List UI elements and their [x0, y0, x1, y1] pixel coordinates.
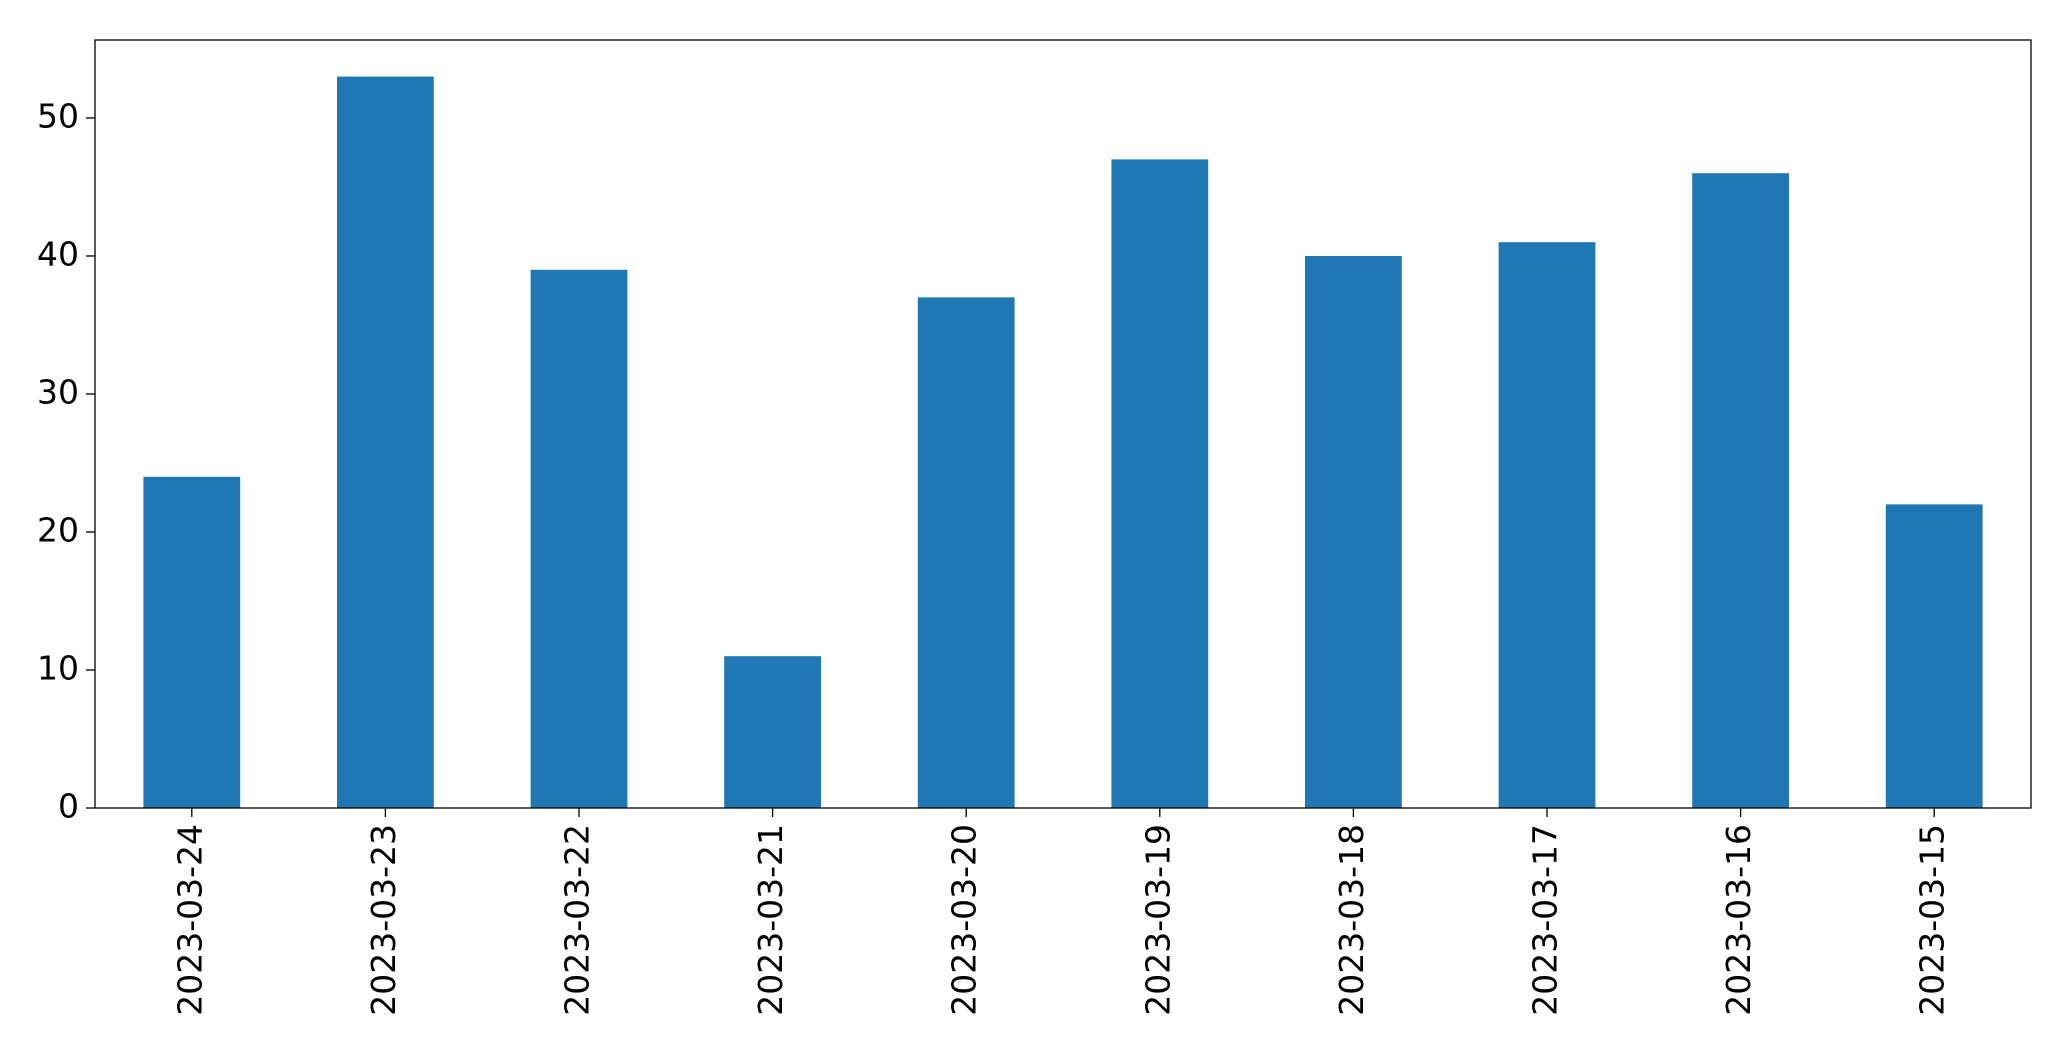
- x-tick-label: 2023-03-23: [364, 824, 403, 1016]
- x-tick-label: 2023-03-15: [1913, 824, 1952, 1016]
- y-tick-label: 30: [37, 372, 79, 411]
- x-tick-label: 2023-03-19: [1138, 824, 1177, 1016]
- bar: [917, 297, 1015, 808]
- x-tick-label: 2023-03-16: [1719, 824, 1758, 1016]
- x-tick-label: 2023-03-24: [170, 824, 209, 1016]
- bar: [530, 269, 628, 809]
- y-tick-label: 50: [37, 96, 79, 135]
- y-tick-label: 0: [58, 787, 79, 826]
- bar: [724, 656, 821, 808]
- bar: [1692, 173, 1789, 809]
- x-tick-label: 2023-03-20: [945, 824, 984, 1016]
- x-tick-label: 2023-03-18: [1332, 824, 1371, 1016]
- y-tick-label: 20: [37, 510, 79, 549]
- y-tick-label: 40: [37, 234, 79, 273]
- bar: [1111, 159, 1209, 809]
- bar: [1498, 242, 1596, 808]
- plot-frame: [94, 39, 2032, 809]
- bar: [1305, 255, 1402, 808]
- x-tick-label: 2023-03-22: [558, 824, 597, 1016]
- bar: [143, 476, 241, 808]
- y-tick-label: 10: [37, 648, 79, 687]
- bar: [1885, 504, 1983, 808]
- x-tick-label: 2023-03-17: [1526, 824, 1565, 1016]
- x-tick-label: 2023-03-21: [751, 824, 790, 1016]
- bar: [337, 76, 434, 809]
